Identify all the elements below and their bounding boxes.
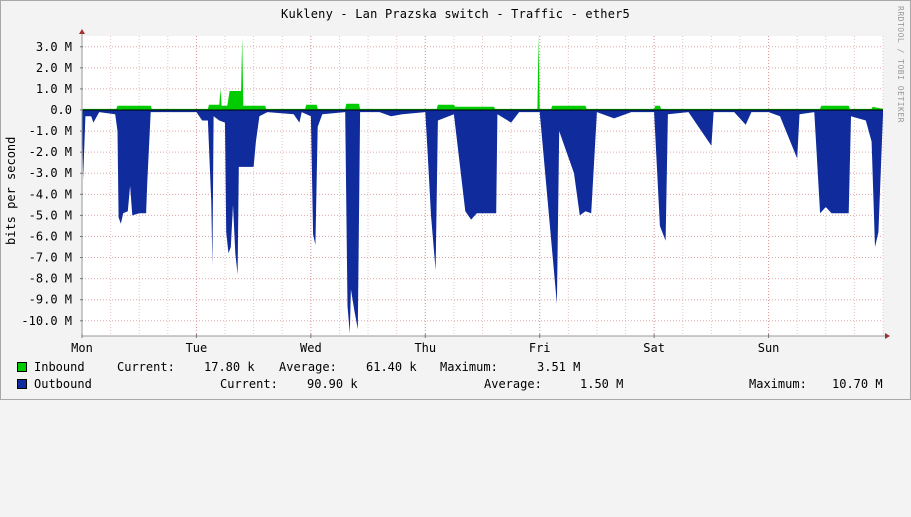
series-area-inbound — [82, 36, 883, 110]
legend-outbound-average-value: 1.50 M — [580, 377, 624, 391]
outbound-swatch-icon — [17, 379, 27, 389]
legend-row-inbound: Inbound Current: 17.80 k Average: 61.40 … — [0, 360, 911, 374]
legend-outbound-average-label: Average: — [484, 377, 542, 391]
traffic-chart: 3.0 M 2.0 M 1.0 M 0.0 -1.0 M -2.0 M -3.0 M -4.0… — [21, 29, 890, 355]
legend-outbound-name: Outbound — [34, 377, 92, 391]
x-tick-label: Mon — [71, 341, 93, 355]
x-tick-label: Tue — [186, 341, 208, 355]
y-tick-label: -10.0 M — [21, 314, 72, 328]
x-axis-arrow-icon — [885, 333, 890, 339]
y-axis-arrow-icon — [79, 29, 85, 34]
legend-inbound-name: Inbound — [34, 360, 85, 374]
axes — [79, 29, 890, 339]
y-tick-label: 0.0 — [50, 103, 72, 117]
series-area-outbound — [82, 110, 883, 334]
y-tick-labels: 3.0 M 2.0 M 1.0 M 0.0 -1.0 M -2.0 M -3.0 M -4.0… — [21, 40, 83, 328]
legend-inbound-average-value: 61.40 k — [366, 360, 417, 374]
inbound-swatch-icon — [17, 362, 27, 372]
x-tick-label: Sat — [643, 341, 665, 355]
y-tick-label: -8.0 M — [29, 272, 72, 286]
y-tick-label: -5.0 M — [29, 208, 72, 222]
chart-title: Kukleny - Lan Prazska switch - Traffic -… — [281, 7, 630, 21]
legend-outbound-current-label: Current: — [220, 377, 278, 391]
y-tick-label: -1.0 M — [29, 124, 72, 138]
x-tick-label: Thu — [414, 341, 436, 355]
x-tick-label: Sun — [758, 341, 780, 355]
legend-inbound-current-value: 17.80 k — [204, 360, 255, 374]
x-tick-label: Wed — [300, 341, 322, 355]
y-tick-label: -7.0 M — [29, 251, 72, 265]
legend-inbound-maximum-value: 3.51 M — [537, 360, 581, 374]
x-tick-labels: Mon Tue Wed Thu Fri Sat Sun — [71, 334, 779, 355]
legend-outbound-current-value: 90.90 k — [307, 377, 358, 391]
watermark-text: RRDTOOL / TOBI OETIKER — [896, 6, 905, 123]
legend-row-outbound: Outbound Current: 90.90 k Average: 1.50 … — [0, 377, 911, 391]
series-layer — [82, 36, 883, 334]
y-tick-label: 2.0 M — [36, 61, 72, 75]
y-tick-label: 3.0 M — [36, 40, 72, 54]
y-tick-label: -6.0 M — [29, 229, 72, 243]
legend-inbound-current-label: Current: — [117, 360, 175, 374]
legend-outbound-maximum-value: 10.70 M — [832, 377, 883, 391]
y-tick-label: -2.0 M — [29, 145, 72, 159]
y-tick-label: 1.0 M — [36, 82, 72, 96]
legend-outbound-maximum-label: Maximum: — [749, 377, 807, 391]
y-tick-label: -4.0 M — [29, 187, 72, 201]
y-tick-label: -3.0 M — [29, 166, 72, 180]
legend-inbound-maximum-label: Maximum: — [440, 360, 498, 374]
y-tick-label: -9.0 M — [29, 293, 72, 307]
x-tick-label: Fri — [529, 341, 551, 355]
legend-inbound-average-label: Average: — [279, 360, 337, 374]
